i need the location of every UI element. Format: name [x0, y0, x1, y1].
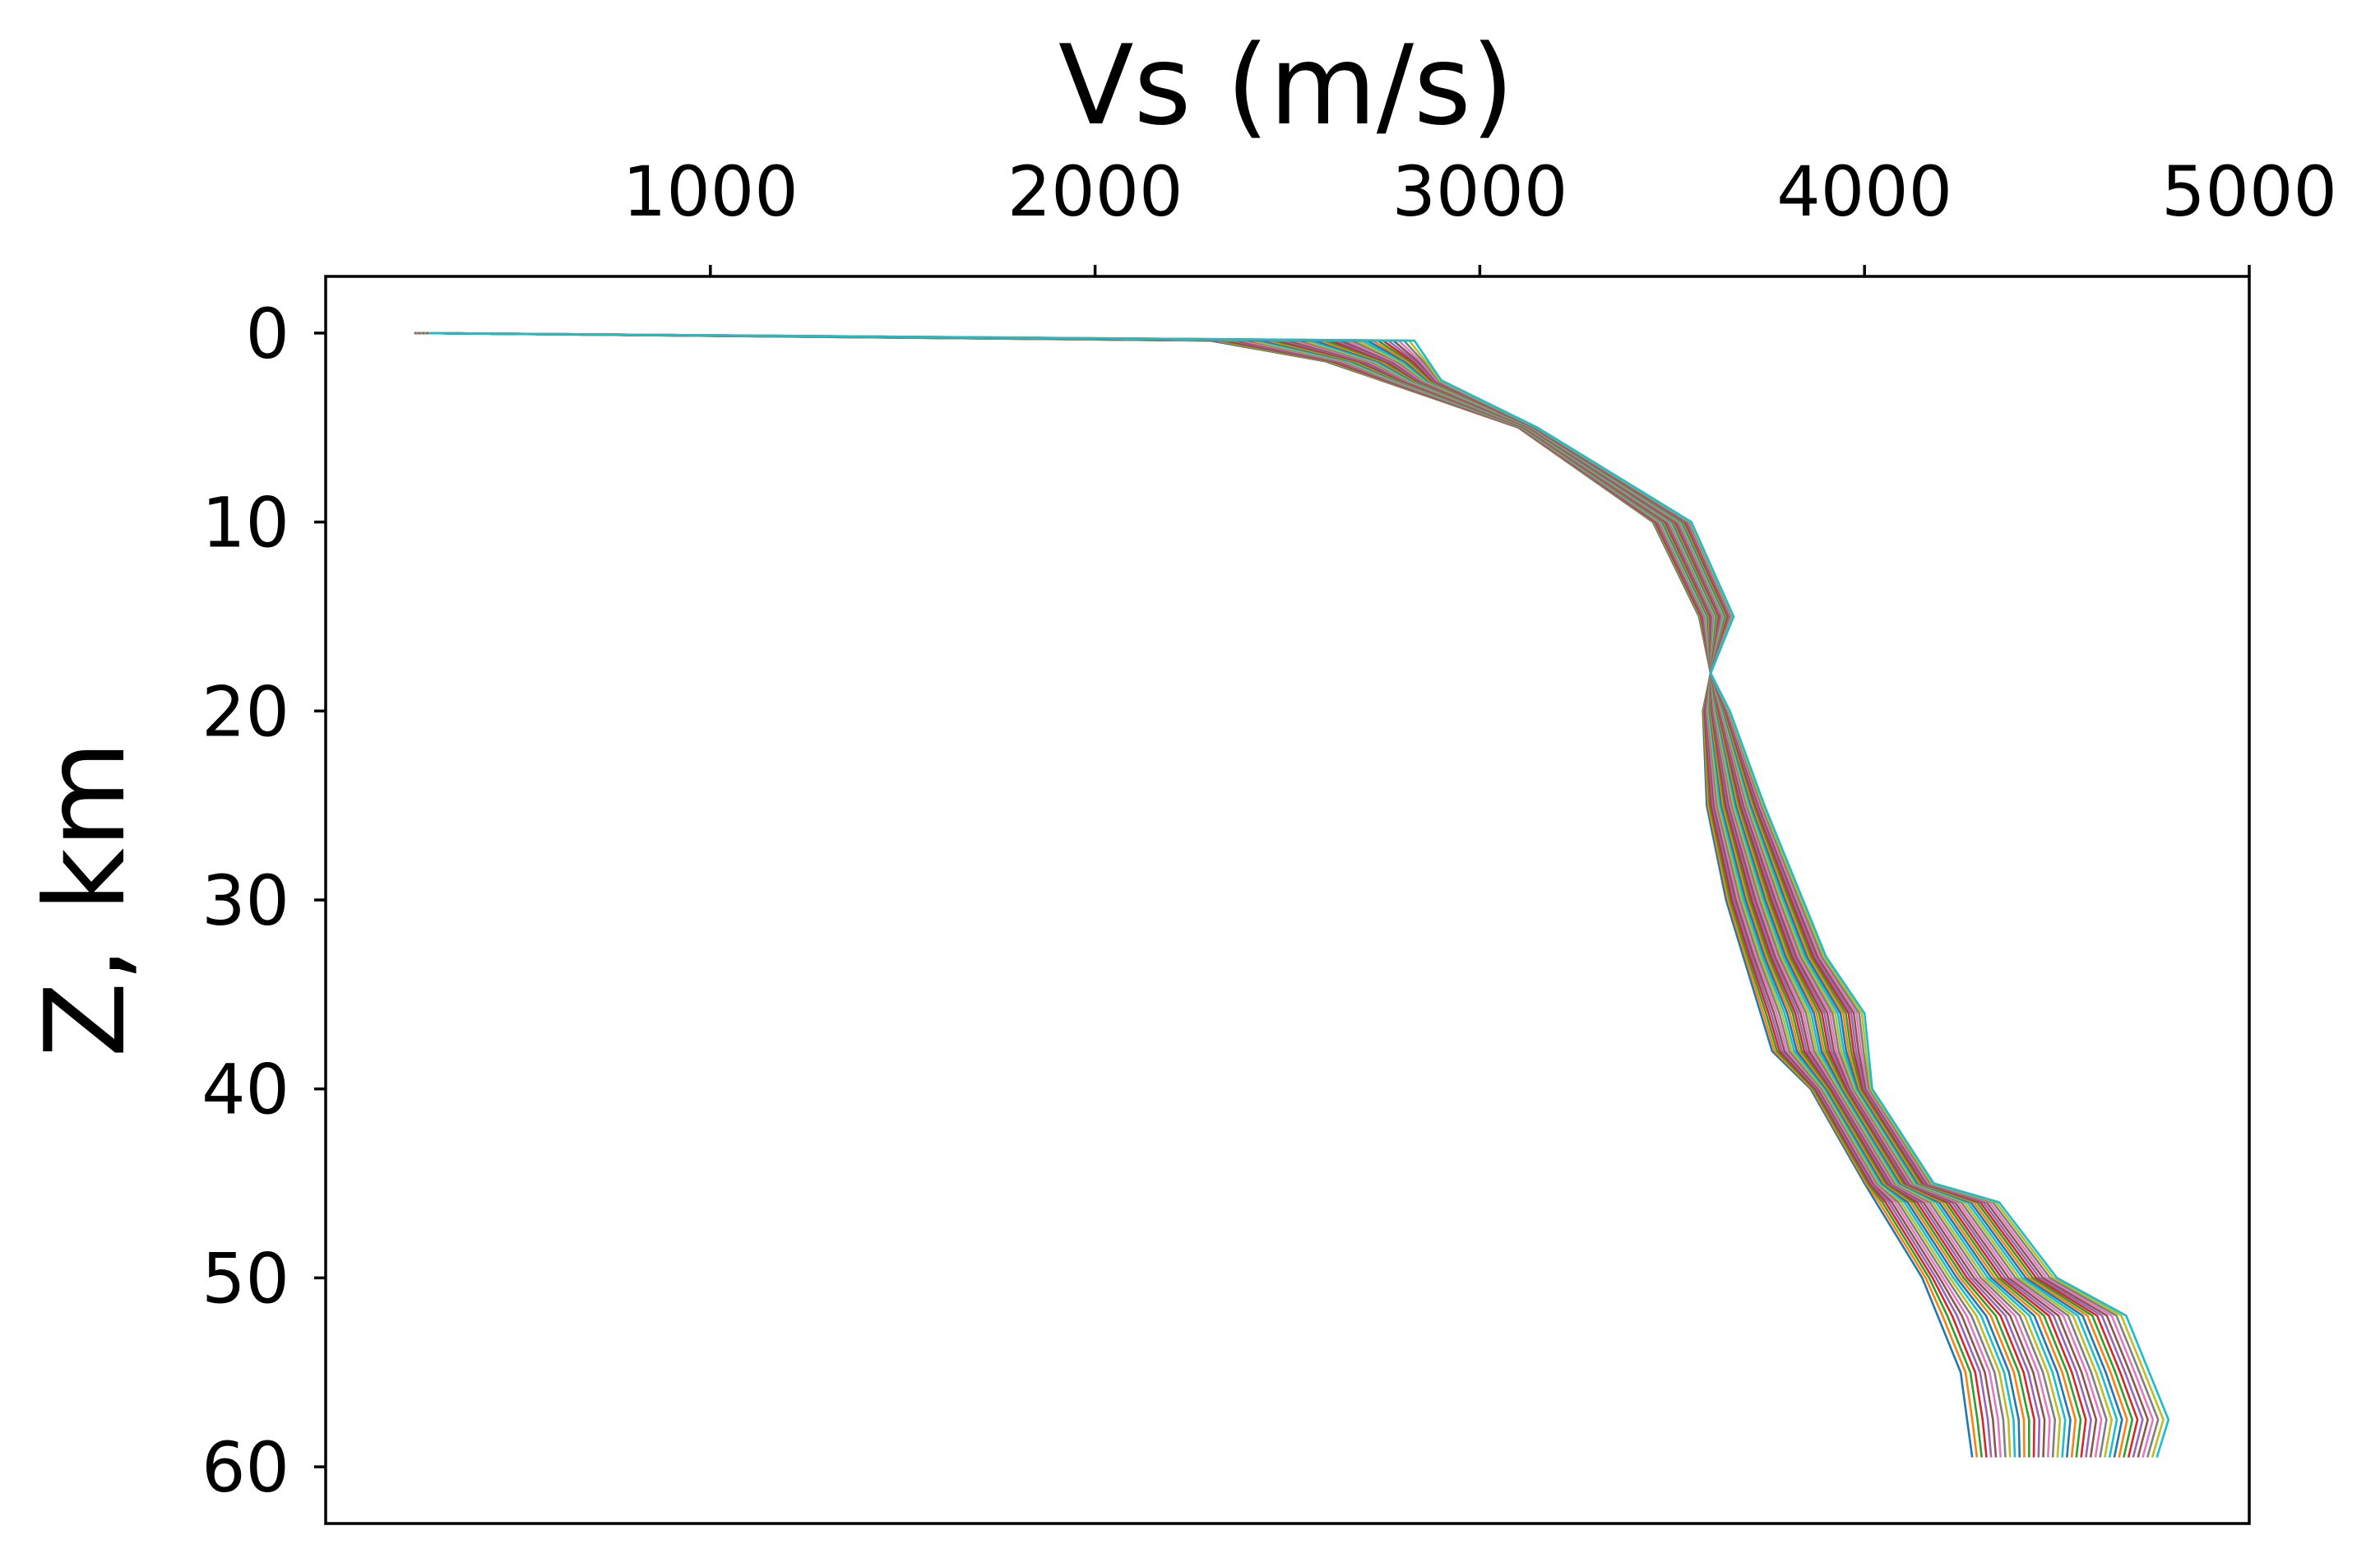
profile-lines-group	[414, 332, 2170, 1458]
velocity-profile-line	[429, 332, 2170, 1458]
y-tick-label: 60	[201, 1427, 289, 1508]
x-tick-label: 2000	[1007, 151, 1183, 232]
y-tick-label: 40	[201, 1050, 289, 1130]
x-axis-title: Vs (m/s)	[1058, 21, 1514, 150]
y-axis-title: Z, km	[21, 740, 150, 1057]
x-tick-label: 4000	[1776, 151, 1952, 232]
x-tick-label: 3000	[1392, 151, 1568, 232]
x-axis-ticks: 1000 2000 3000 4000 5000	[623, 151, 2337, 276]
x-tick-label: 5000	[2161, 151, 2337, 232]
y-axis-ticks: 0 10 20 30 40 50 60	[201, 294, 326, 1508]
x-tick-label: 1000	[623, 151, 799, 232]
y-tick-label: 20	[201, 671, 289, 752]
y-tick-label: 50	[201, 1238, 289, 1319]
y-tick-label: 10	[201, 483, 289, 564]
y-tick-label: 30	[201, 860, 289, 941]
y-tick-label: 0	[246, 294, 289, 374]
